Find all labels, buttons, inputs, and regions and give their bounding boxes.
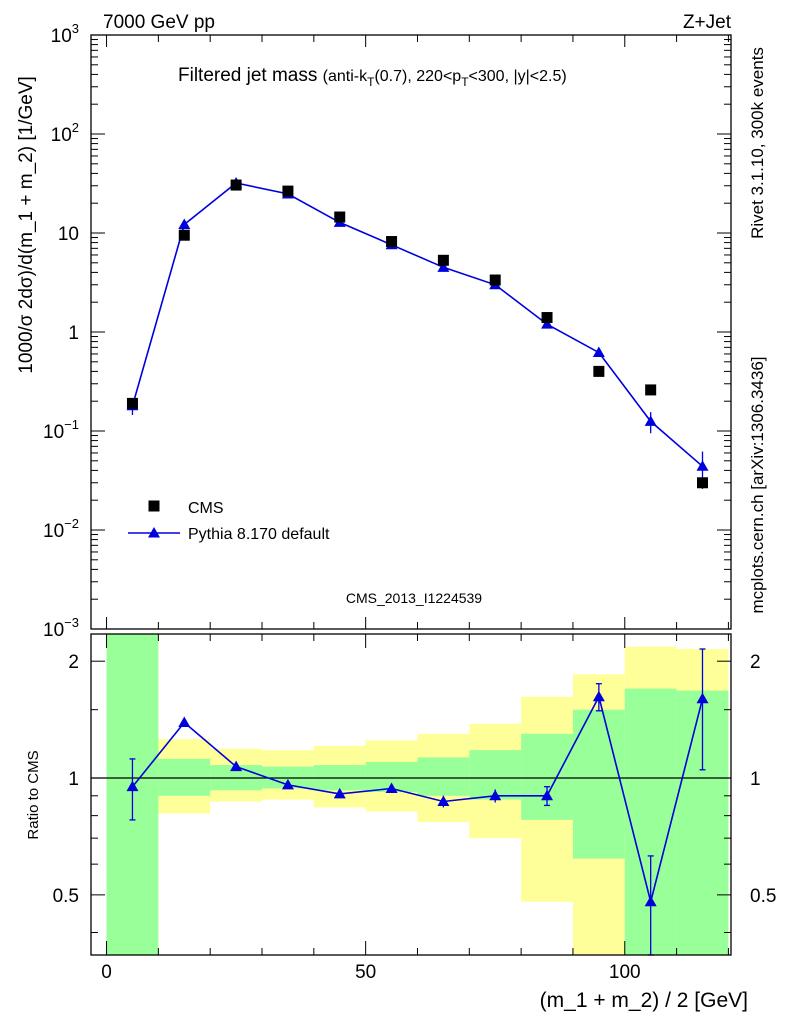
main-y-tick-label: 10	[58, 224, 79, 245]
cms-data-point	[386, 236, 398, 248]
main-y-tick-label: 10−2	[43, 516, 79, 542]
main-y-tick-exponent: −3	[64, 615, 79, 630]
ratio-y-tick-label: 0.5	[53, 886, 79, 907]
main-y-tick-label: 10−1	[43, 417, 79, 443]
ratio-mc-point	[489, 789, 502, 801]
ratio-mc-point	[333, 787, 346, 799]
mc-series-line	[131, 182, 704, 467]
analysis-id-label: CMS_2013_I1224539	[346, 590, 482, 606]
uncertainty-band-inner	[417, 757, 470, 796]
mc-point	[541, 318, 554, 329]
mc-point	[437, 261, 450, 272]
legend-cms-label: CMS	[188, 500, 224, 517]
cms-data-point	[178, 229, 190, 241]
mc-point	[644, 415, 657, 426]
main-y-tick-exponent: 3	[72, 21, 79, 36]
mc-point	[178, 218, 191, 229]
x-tick-label: 50	[355, 962, 376, 983]
rivet-version-label: Rivet 3.1.10, 300k events	[748, 47, 767, 239]
ratio-mc-point	[126, 780, 139, 792]
main-y-tick-base: 10	[51, 125, 72, 146]
main-y-tick-base: 10	[43, 521, 64, 542]
main-y-tick-base: 10	[51, 26, 72, 47]
ratio-mc-point	[385, 782, 398, 793]
x-axis-label: (m_1 + m_2) / 2 [GeV]	[540, 989, 748, 1012]
ratio-y-tick-label-right: 2	[750, 652, 761, 673]
legend-cms-marker	[148, 500, 160, 512]
main-title-detail-t3: <300, |y|<2.5)	[469, 68, 567, 85]
main-y-tick-base: 10	[43, 620, 64, 641]
main-y-tick-label: 1	[68, 323, 79, 344]
ratio-mc-point	[178, 716, 191, 728]
x-tick-label: 100	[609, 962, 641, 983]
main-y-axis-label: 1000/σ 2dσ)/d(m_1 + m_2) [1/GeV]	[16, 76, 37, 374]
ratio-plot-frame	[90, 633, 732, 956]
cms-data-point	[696, 477, 708, 489]
main-y-tick-base: 10	[43, 422, 64, 443]
energy-label: 7000 GeV pp	[103, 12, 215, 33]
cms-data-point	[489, 274, 501, 286]
main-title-detail-s1: T	[367, 75, 375, 89]
ratio-mc-point	[696, 692, 709, 704]
process-label: Z+Jet	[683, 12, 732, 33]
cms-data-point	[126, 397, 138, 409]
legend-mc-label: Pythia 8.170 default	[188, 526, 330, 543]
main-title-detail-s2: T	[461, 75, 469, 89]
legend-mc-marker	[148, 527, 160, 538]
main-title: Filtered jet mass (anti-kT(0.7), 220<pT<…	[178, 65, 567, 89]
main-plot-frame	[90, 34, 732, 630]
main-title-text: Filtered jet mass	[178, 65, 323, 86]
uncertainty-band-inner	[158, 758, 211, 796]
ratio-mc-point	[592, 690, 605, 702]
ratio-y-axis-label: Ratio to CMS	[25, 750, 42, 839]
main-y-tick-exponent: −2	[64, 516, 79, 531]
uncertainty-band-inner	[572, 709, 625, 859]
mc-point	[592, 346, 605, 358]
main-y-tick-exponent: 2	[72, 120, 79, 135]
main-y-tick-label: 102	[51, 120, 79, 146]
mcplots-label: mcplots.cern.ch [arXiv:1306.3436]	[748, 356, 767, 613]
main-y-tick-base: 1	[68, 323, 79, 344]
ratio-y-tick-label: 1	[68, 769, 79, 790]
ratio-y-tick-label: 2	[68, 652, 79, 673]
ratio-y-tick-label-right: 1	[750, 769, 761, 790]
ratio-mc-point	[281, 778, 294, 790]
main-panel: Filtered jet mass (anti-kT(0.7), 220<pT<…	[43, 21, 732, 641]
ratio-mc-point	[541, 789, 554, 801]
cms-data-point	[334, 211, 346, 223]
main-title-detail-t1: (anti-k	[323, 68, 368, 85]
ratio-mc-point	[230, 760, 243, 772]
cms-data-point	[593, 365, 605, 377]
main-title-detail-t2: (0.7), 220<p	[374, 68, 461, 85]
ratio-panel: 0.5 0.5 1 1 2 2 0 50 100	[53, 633, 776, 983]
main-y-tick-label: 10−3	[43, 615, 79, 641]
cms-data-point	[437, 254, 449, 266]
main-y-tick-base: 10	[58, 224, 79, 245]
x-tick-label: 0	[101, 962, 112, 983]
ratio-mc-line	[131, 694, 704, 902]
ratio-mc-point	[437, 795, 450, 807]
cms-data-point	[282, 185, 294, 197]
uncertainty-band-inner	[521, 733, 573, 820]
cms-data-point	[541, 312, 553, 324]
main-y-tick-exponent: −1	[64, 417, 79, 432]
ratio-y-tick-label-right: 0.5	[750, 886, 776, 907]
main-y-tick-label: 103	[51, 21, 79, 47]
mc-point	[696, 460, 709, 471]
cms-data-point	[230, 179, 242, 191]
ratio-mc-point	[644, 895, 657, 907]
cms-data-point	[645, 384, 657, 396]
